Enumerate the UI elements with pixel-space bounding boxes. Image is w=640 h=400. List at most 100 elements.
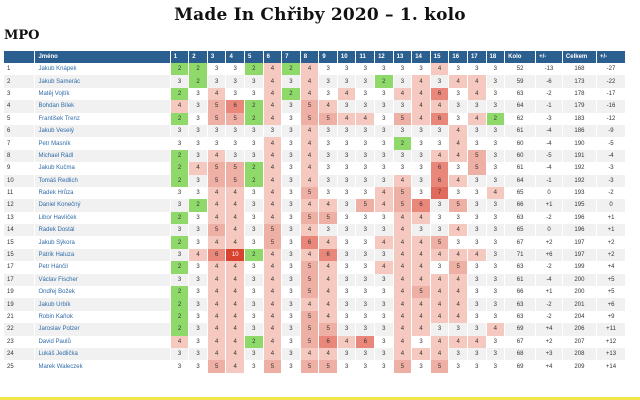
hole-score-cell: 3 [486,199,506,212]
hole-score-cell: 4 [430,298,450,311]
hole-score-cell: 5 [318,211,338,225]
player-name: Lukáš Jedlička [34,347,171,361]
hole-score-cell: 3 [170,248,190,262]
player-name: Ondřej Božek [34,286,171,299]
player-name: Jakub Knápek [34,63,171,76]
round-score: 59 [504,75,537,88]
hole-score-cell: 3 [225,149,246,163]
player-name: Jakub Kučma [34,162,171,175]
hole-score-cell: 6 [411,199,431,212]
hole-score-cell: 4 [393,174,413,187]
position-cell: 17 [4,273,36,287]
hole-score-cell: 4 [393,298,413,311]
hole-score-cell: 4 [411,273,431,287]
round-score: 69 [504,360,537,373]
hole-score-cell: 5 [355,199,376,212]
total-diff: -22 [596,75,627,88]
hole-score-cell: 2 [170,162,190,175]
total-diff: +11 [596,323,627,336]
hole-score-cell: 3 [170,75,190,88]
hole-score-cell: 4 [207,347,227,361]
hole-score-cell: 4 [300,124,320,138]
round-score: 61 [504,162,537,175]
hole-score-cell: 3 [467,199,487,212]
hole-score-cell: 2 [170,149,190,163]
hole-score-cell: 4 [448,124,468,138]
hole-score-cell: 4 [263,310,283,324]
hole-score-cell: 3 [207,63,227,76]
table-row: 14 Radek Dostál 3 3 5 4 3 5 3 4 3 3 3 3 4 3 3 4 3 3 65 0 196 +1 [4,224,627,237]
hole-score-cell: 3 [467,298,487,311]
hole-score-cell: 3 [337,211,357,225]
hole-score-cell: 5 [448,261,468,274]
round-score: 62 [504,112,537,125]
hole-score-cell: 3 [355,236,376,249]
hole-score-cell: 4 [207,286,227,299]
total-score: 192 [562,174,597,187]
hole-score-cell: 3 [355,87,376,101]
hole-score-cell: 3 [467,224,487,237]
position-cell: 24 [4,347,36,361]
hole-score-cell: 4 [318,347,338,361]
round-diff: +2 [535,236,563,249]
round-diff: -1 [535,174,563,187]
hole-score-cell: 3 [486,310,506,324]
table-row: 9 Jakub Kučma 2 4 5 5 2 4 3 4 3 3 3 3 3 3 6 3 5 3 61 -4 192 -3 [4,162,627,175]
hole-score-cell: 4 [170,335,190,348]
table-row: 2 Jakub Samerác 3 2 3 3 3 4 3 4 3 3 3 2 3 4 3 4 4 3 59 -6 173-… [4,75,627,88]
hole-score-cell: 3 [244,323,264,336]
hole-score-cell: 4 [225,199,246,212]
hole-score-cell: 3 [374,347,394,361]
round-diff: -2 [535,211,563,225]
hole-score-cell: 6 [430,87,450,101]
hole-score-cell: 3 [486,124,506,138]
round-score: 64 [504,100,537,113]
total-score: 209 [562,360,597,373]
hole-score-cell: 3 [486,236,506,249]
hole-score-cell: 4 [207,273,227,287]
hole-score-cell: 4 [300,87,320,101]
hole-score-cell: 3 [411,137,431,150]
table-header-row: Jméno 1 2 3 4 5 6 7 8 9 10 11 12 13 14 1… [4,51,627,63]
round-score: 60 [504,149,537,163]
hole-score-cell: 3 [430,124,450,138]
hole-score-cell: 4 [486,323,506,336]
hole-score-cell: 4 [448,248,468,262]
hole-score-cell: 4 [225,310,246,324]
total-diff: -16 [596,100,627,113]
hole-score-cell: 3 [337,236,357,249]
round-score: 60 [504,137,537,150]
hole-score-cell: 4 [411,347,431,361]
hole-score-cell: 3 [318,137,338,150]
hole-score-cell: 3 [430,199,450,212]
hole-score-cell: 4 [393,224,413,237]
hole-score-cell: 3 [244,273,264,287]
hole-score-cell: 3 [337,286,357,299]
hole-score-cell: 4 [207,323,227,336]
position-cell: 3 [4,87,36,101]
hole-score-cell: 3 [281,149,301,163]
hole-score-cell: 4 [225,323,246,336]
hole-score-cell: 3 [244,149,264,163]
player-name: Libor Havlíček [34,211,171,225]
hole-score-cell: 3 [281,137,301,150]
hole-score-cell: 3 [188,137,208,150]
hole-score-cell: 4 [207,199,227,212]
hole-score-cell: 4 [263,186,283,200]
player-name: Radek Hrůza [34,186,171,200]
table-row: 24 Lukáš Jedlička 3 3 4 4 3 4 3 4 4 3 3 3 4 4 4 3 3 3 68 +3 20… [4,347,627,361]
total-score: 200 [562,273,597,287]
hole-score-cell: 3 [486,162,506,175]
hole-score-cell: 5 [430,360,450,373]
hole-score-cell: 4 [374,236,394,249]
hole-score-cell: 4 [411,112,431,125]
hole-score-cell: 5 [467,162,487,175]
hole-score-cell: 4 [393,335,413,348]
hole-score-cell: 3 [188,236,208,249]
hole-score-cell: 6 [318,248,338,262]
total-diff: +9 [596,310,627,324]
table-row: 11 Radek Hrůza 3 3 4 4 3 4 3 5 3 3 3 4 5 3 7 3 3 4 65 0 193 -2 [4,186,627,200]
hole-score-cell: 4 [263,137,283,150]
hole-score-cell: 4 [207,335,227,348]
round-diff: -4 [535,137,563,150]
